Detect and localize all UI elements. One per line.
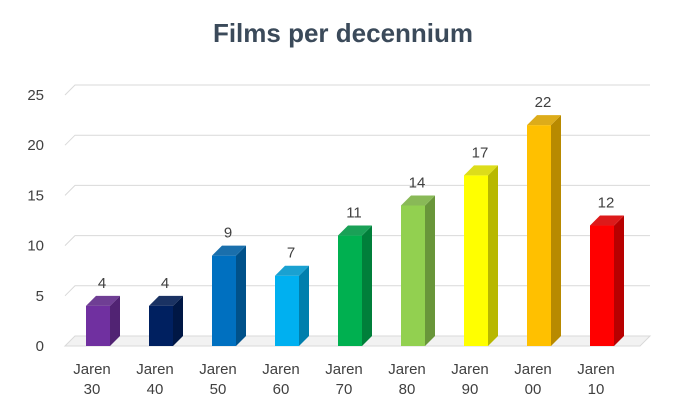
y-tick-label: 15 bbox=[27, 187, 44, 204]
y-tick-label: 20 bbox=[27, 137, 44, 154]
bar bbox=[212, 245, 246, 346]
x-tick-label: 50 bbox=[210, 381, 227, 398]
x-tick-label: 10 bbox=[588, 381, 605, 398]
bar-side bbox=[110, 295, 120, 346]
data-label: 14 bbox=[409, 174, 426, 191]
bar-side bbox=[614, 215, 624, 346]
bar bbox=[527, 115, 561, 347]
bars bbox=[86, 115, 624, 347]
x-tick-label: 40 bbox=[147, 381, 164, 398]
bar bbox=[590, 215, 624, 346]
y-tick-label: 5 bbox=[36, 288, 44, 305]
x-tick-label: 30 bbox=[84, 381, 101, 398]
bar-side bbox=[236, 245, 246, 346]
bar-top bbox=[464, 165, 498, 176]
x-tick-label: Jaren bbox=[199, 361, 237, 378]
bar-side bbox=[173, 295, 183, 346]
x-tick-label: Jaren bbox=[451, 361, 489, 378]
x-tick-label: 90 bbox=[462, 381, 479, 398]
bar bbox=[86, 295, 120, 346]
chart-title: Films per decennium bbox=[213, 18, 473, 48]
bar-top bbox=[401, 195, 435, 206]
data-label: 9 bbox=[224, 225, 232, 242]
x-tick-label: Jaren bbox=[262, 361, 300, 378]
y-tick-label: 25 bbox=[27, 87, 44, 104]
bar-front bbox=[464, 175, 488, 346]
bar-front bbox=[86, 305, 110, 346]
grid-line bbox=[64, 285, 650, 297]
bar-front bbox=[149, 305, 173, 346]
bar-front bbox=[275, 275, 299, 346]
bar-side bbox=[551, 115, 561, 347]
bar-top bbox=[590, 215, 624, 226]
x-tick-label: 80 bbox=[399, 381, 416, 398]
y-tick-label: 0 bbox=[36, 338, 44, 355]
data-label: 4 bbox=[98, 275, 106, 292]
data-labels: 4 4 9 7 11 14 17 22 12 bbox=[98, 94, 615, 292]
x-axis-ticks: Jaren 30 Jaren 40 Jaren 50 Jaren 60 Jaren 70 Jaren… bbox=[73, 361, 615, 398]
grid-line bbox=[64, 235, 650, 246]
bar-top bbox=[527, 115, 561, 126]
data-label: 22 bbox=[535, 94, 552, 111]
grid-line bbox=[64, 134, 650, 146]
bar-top bbox=[86, 295, 120, 306]
grid-line bbox=[64, 84, 650, 96]
bar-side bbox=[362, 225, 372, 346]
bar bbox=[464, 165, 498, 346]
grid-lines bbox=[64, 84, 650, 297]
bar-side bbox=[425, 195, 435, 346]
x-tick-label: 00 bbox=[525, 381, 542, 398]
bar-front bbox=[212, 255, 236, 346]
bar-front bbox=[527, 125, 551, 347]
bar-side bbox=[488, 165, 498, 346]
data-label: 11 bbox=[346, 205, 362, 222]
data-label: 12 bbox=[598, 195, 615, 212]
data-label: 7 bbox=[287, 245, 295, 262]
x-tick-label: Jaren bbox=[136, 361, 174, 378]
bar-top bbox=[212, 245, 246, 256]
data-label: 4 bbox=[161, 275, 169, 292]
bar-front bbox=[338, 235, 362, 346]
bar bbox=[275, 265, 309, 346]
bar bbox=[338, 225, 372, 346]
bar-front bbox=[590, 225, 614, 346]
x-tick-label: Jaren bbox=[73, 361, 111, 378]
y-tick-label: 10 bbox=[27, 238, 44, 255]
y-axis-ticks: 0 5 10 15 20 25 bbox=[27, 87, 44, 355]
bar-front bbox=[401, 205, 425, 346]
bar bbox=[149, 295, 183, 346]
bar bbox=[401, 195, 435, 346]
x-tick-label: Jaren bbox=[325, 361, 363, 378]
x-tick-label: 70 bbox=[336, 381, 353, 398]
grid-line bbox=[64, 184, 650, 196]
x-tick-label: Jaren bbox=[514, 361, 552, 378]
data-label: 17 bbox=[472, 144, 489, 161]
x-tick-label: Jaren bbox=[577, 361, 615, 378]
bar-top bbox=[275, 265, 309, 276]
bar-top bbox=[149, 295, 183, 306]
x-tick-label: 60 bbox=[273, 381, 290, 398]
x-tick-label: Jaren bbox=[388, 361, 426, 378]
bar-side bbox=[299, 265, 309, 346]
bar-top bbox=[338, 225, 372, 236]
